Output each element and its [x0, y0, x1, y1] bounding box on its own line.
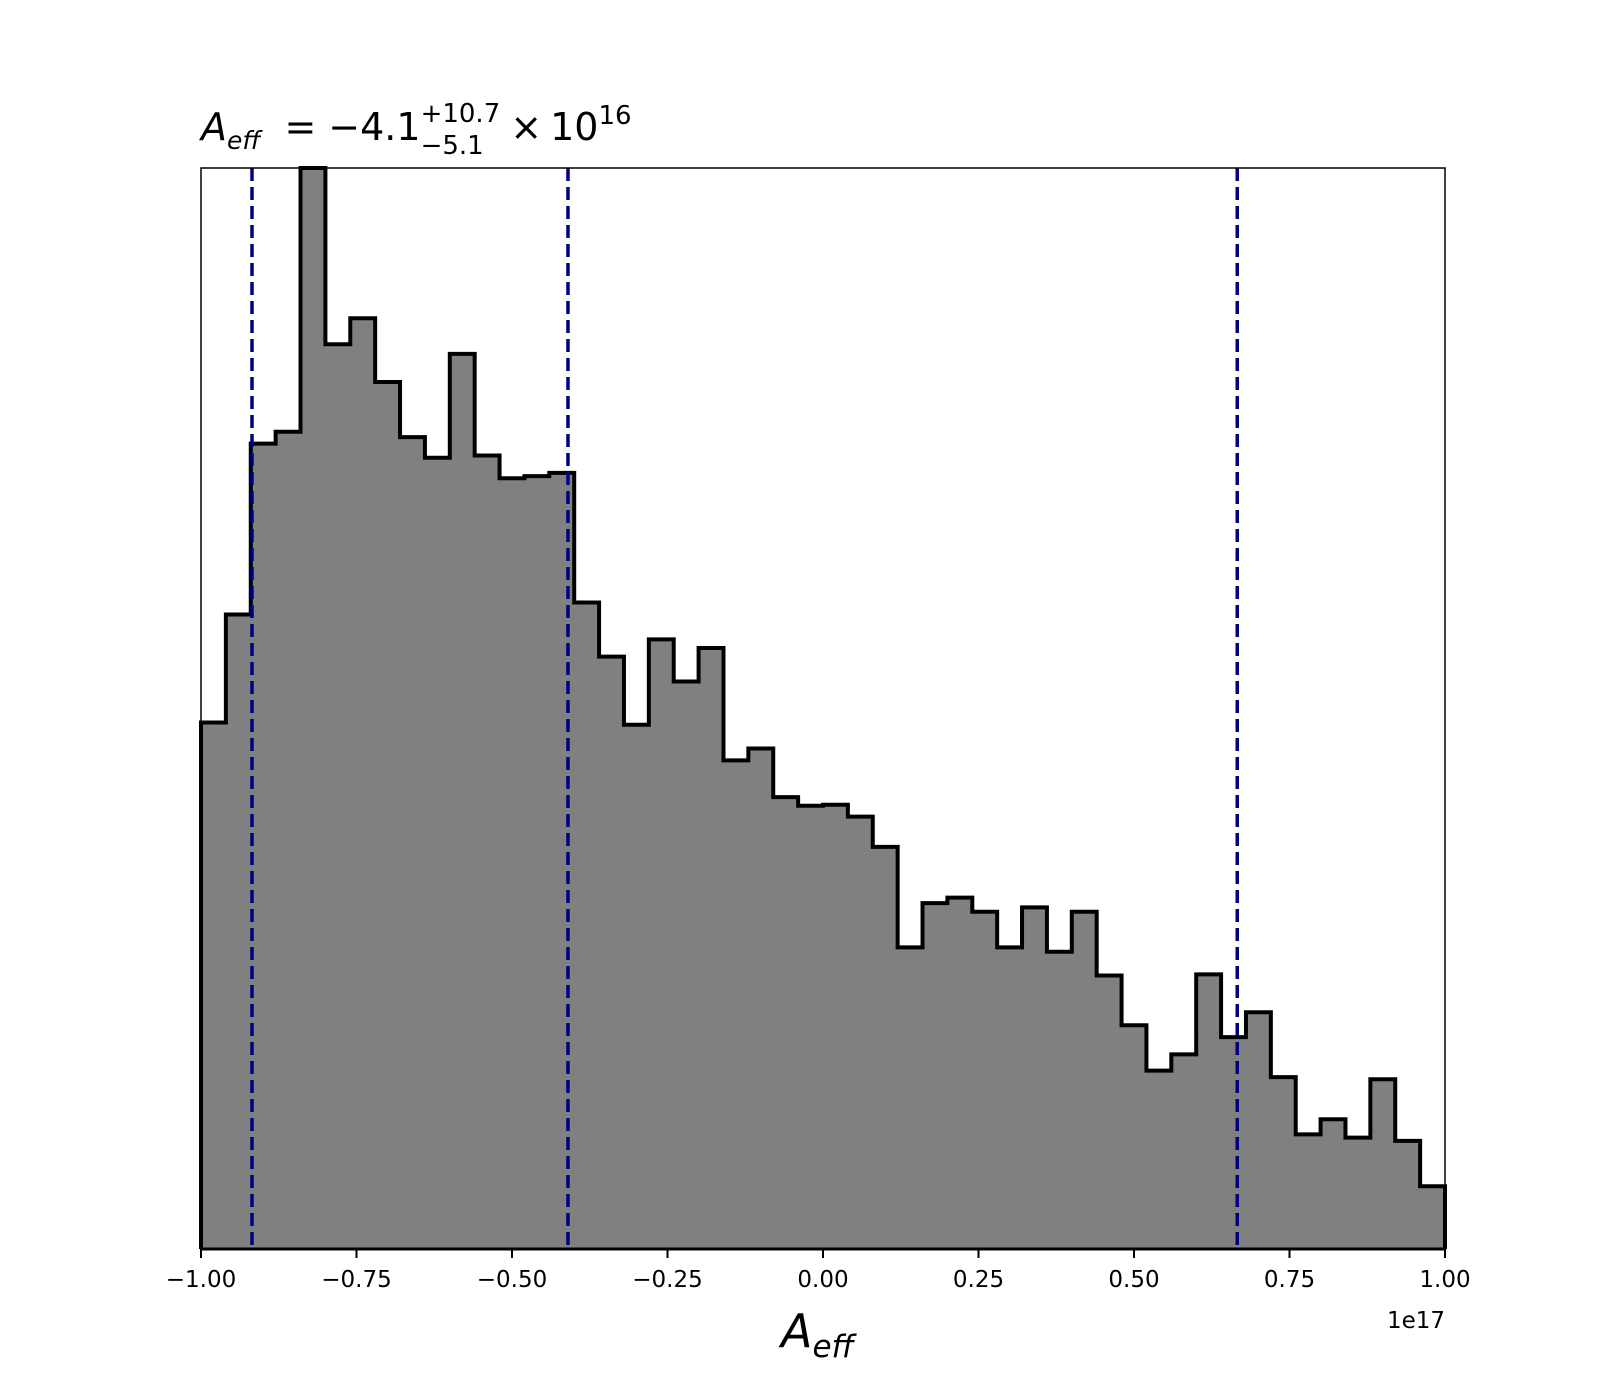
histogram-bar [798, 805, 824, 1249]
histogram-bar [897, 947, 924, 1249]
histogram-step-outline [199, 166, 1447, 1249]
histogram-bar [474, 455, 501, 1249]
histogram-bar [574, 602, 600, 1249]
title-symbol: A [198, 105, 227, 149]
x-axis-ticks: −1.00 −0.75 −0.50 −0.25 0.00 0.25 0.50 0.75 1.00 [166, 1249, 1471, 1293]
x-tick-label: 0.00 [797, 1267, 848, 1293]
x-tick-label: 0.50 [1108, 1267, 1159, 1293]
x-axis-offset-text: 1e17 [1387, 1308, 1445, 1334]
histogram-bar [524, 476, 550, 1250]
histogram-bar [1071, 911, 1098, 1249]
title-upper-error: +10.7 [421, 99, 501, 129]
histogram-bar [1395, 1140, 1421, 1249]
histogram-bar [300, 168, 326, 1249]
title-times: × [510, 105, 542, 149]
histogram-bar [1420, 1186, 1446, 1249]
histogram-bar [1295, 1134, 1322, 1249]
histogram-bar [424, 457, 451, 1249]
histogram-bar [1121, 1025, 1148, 1249]
histogram-bar [648, 639, 675, 1249]
histogram-bar [201, 722, 227, 1249]
histogram-bar [1046, 951, 1073, 1249]
histogram-bar [698, 647, 725, 1249]
x-tick-label: −1.00 [166, 1267, 236, 1293]
histogram-bar [1171, 1054, 1197, 1249]
histogram-bar [1270, 1077, 1297, 1249]
title-exponent: 16 [598, 101, 631, 131]
histogram-bar [225, 614, 252, 1249]
x-tick-label: −0.25 [632, 1267, 702, 1293]
x-axis-label-symbol: A [778, 1304, 812, 1358]
histogram-bar [449, 353, 476, 1249]
histogram-bar [499, 478, 526, 1249]
histogram-bars [201, 168, 1446, 1250]
x-tick-label: 1.00 [1419, 1267, 1470, 1293]
x-tick-label: −0.75 [321, 1267, 391, 1293]
chart-title: Aeff = −4.1+10.7 −5.1 × 1016 [198, 99, 632, 161]
title-symbol-subscript: eff [227, 126, 263, 155]
histogram-bar [748, 748, 774, 1249]
x-axis-label: Aeff [778, 1304, 858, 1365]
histogram-bar [1221, 1037, 1247, 1249]
histogram-bar [599, 656, 625, 1249]
histogram-bar [350, 318, 376, 1249]
x-tick-label: 0.25 [953, 1267, 1004, 1293]
histogram-bar [972, 911, 998, 1249]
histogram-bar [1245, 1012, 1272, 1249]
x-tick-label: 0.75 [1264, 1267, 1315, 1293]
histogram-bar [375, 382, 401, 1250]
histogram-bar [400, 437, 426, 1249]
histogram-bar [1196, 974, 1222, 1249]
histogram-bar [947, 897, 973, 1249]
histogram-bar [250, 443, 277, 1249]
histogram-bar [1022, 907, 1048, 1249]
histogram-bar [549, 472, 575, 1249]
histogram-bar [723, 760, 749, 1249]
histogram-bar [325, 344, 351, 1249]
histogram-bar [1345, 1137, 1371, 1249]
histogram-bar [773, 797, 799, 1249]
histogram-bar [1096, 975, 1123, 1249]
histogram-bar [673, 681, 700, 1249]
histogram-bar [872, 846, 899, 1249]
histogram-bar [847, 816, 874, 1249]
histogram-bar [823, 804, 849, 1249]
histogram-bar [1320, 1119, 1347, 1249]
histogram-bar [997, 947, 1023, 1249]
histogram-bar [275, 431, 302, 1249]
title-lower-error: −5.1 [421, 131, 484, 161]
x-tick-label: −0.50 [477, 1267, 547, 1293]
histogram-bar [1370, 1079, 1396, 1249]
histogram-bar [922, 903, 948, 1249]
x-axis-label-subscript: eff [812, 1329, 857, 1365]
title-value: −4.1 [328, 105, 420, 149]
title-base: 10 [550, 105, 598, 149]
histogram-bar [623, 724, 650, 1249]
title-equals: = [284, 105, 316, 149]
histogram-bar [1146, 1070, 1172, 1249]
quantile-lines [250, 168, 1240, 1249]
